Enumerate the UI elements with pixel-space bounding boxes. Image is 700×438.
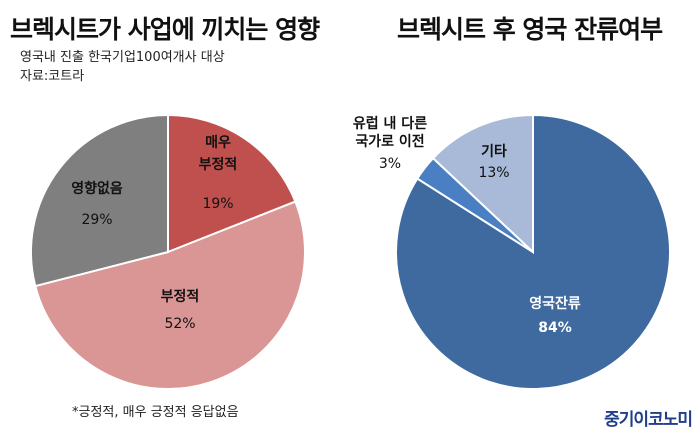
slice-value-0-1: 52% [164, 316, 195, 332]
pie-slice-0-1 [34, 200, 306, 390]
survey-note: 영국내 진출 한국기업100여개사 대상 [20, 50, 225, 65]
chart-title-left: 브렉시트가 사업에 끼치는 영향 [10, 15, 320, 44]
slice-value-1-1: 3% [379, 156, 401, 172]
source-note: 자료:코트라 [20, 69, 85, 84]
pie-slice-1-2 [431, 113, 534, 255]
slice-label-1-2: 기타 [481, 144, 507, 160]
slice-label-0-1: 부정적 [161, 288, 200, 305]
slice-label-0-0: 매우 [205, 135, 231, 151]
slice-value-0-2: 29% [81, 212, 112, 228]
slice-value-1-0: 84% [538, 320, 572, 336]
slice-label-1-1: 국가로 이전 [355, 133, 424, 150]
slice-label-0-0: 부정적 [199, 156, 238, 173]
pie-slice-1-0 [395, 113, 671, 390]
brand-logo-text: 중기이코노미 [604, 410, 693, 430]
footnote: *긍정적, 매우 긍정적 응답없음 [72, 405, 239, 420]
slice-label-1-1: 유럽 내 다른 [353, 116, 427, 132]
slice-label-0-2: 영향없음 [71, 180, 123, 197]
slice-value-0-0: 19% [202, 196, 233, 212]
slice-label-1-0: 영국잔류 [529, 295, 581, 312]
pie-slice-0-2 [30, 113, 169, 288]
pie-slice-0-0 [167, 113, 297, 254]
chart-title-right: 브렉시트 후 영국 잔류여부 [397, 15, 663, 44]
slice-value-1-2: 13% [478, 165, 509, 181]
